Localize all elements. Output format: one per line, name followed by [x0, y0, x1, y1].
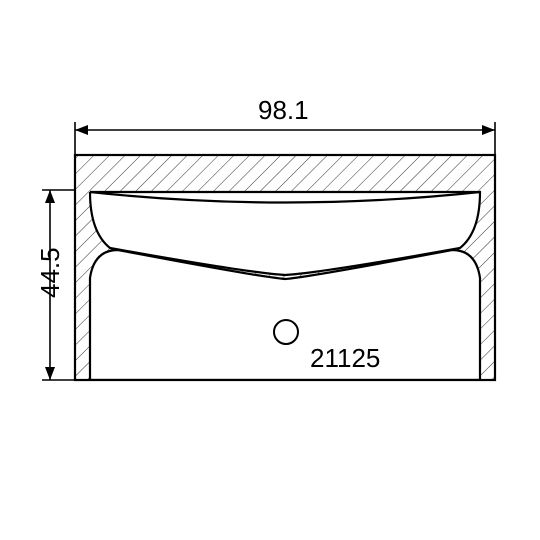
- technical-drawing: [0, 0, 540, 540]
- width-dimension: [75, 122, 495, 155]
- width-label: 98.1: [258, 95, 309, 126]
- height-label: 44.5: [35, 247, 66, 298]
- part-number: 21125: [310, 343, 380, 374]
